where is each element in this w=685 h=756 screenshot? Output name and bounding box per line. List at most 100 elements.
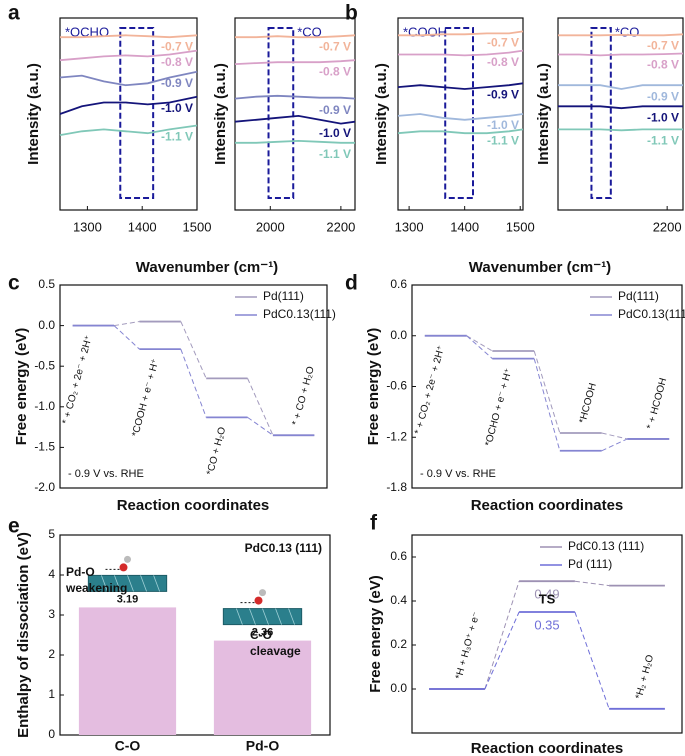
annotation: Pd-O [66, 565, 95, 579]
y-tick-label: 0.5 [38, 277, 55, 291]
legend-label: Pd(111) [263, 289, 304, 303]
slab-lattice [101, 575, 108, 592]
y-tick-label: 0.2 [390, 637, 407, 651]
bar [213, 640, 312, 735]
state-label: *COOH + e⁻ + H⁺ [130, 358, 161, 438]
series-label: -0.9 V [319, 103, 351, 117]
slab-lattice [262, 608, 269, 625]
state-label: * + CO + H₂O [290, 365, 316, 427]
series-label: -0.7 V [487, 36, 519, 50]
highlight-label: *COOH [403, 24, 447, 39]
plot-frame [234, 17, 356, 211]
connector [484, 611, 520, 690]
x-tick-label: 1300 [395, 219, 424, 234]
connector [247, 378, 274, 436]
state-label: *CO + H₂O [205, 426, 228, 477]
x-axis-label: Wavenumber (cm⁻¹) [136, 259, 278, 276]
spectrum-line [59, 95, 198, 115]
y-tick-label: -1.8 [386, 480, 407, 494]
y-tick-label: 0.6 [390, 277, 407, 291]
connector [247, 416, 274, 436]
x-tick-label: 2000 [256, 219, 285, 234]
series-label: -1.0 V [319, 126, 351, 140]
annotation: - 0.9 V vs. RHE [420, 468, 496, 480]
spectrum-line [558, 128, 683, 132]
x-tick-label: 1400 [128, 219, 157, 234]
annotation: PdC0.13 (111) [245, 541, 322, 555]
y-tick-label: -0.5 [34, 358, 55, 372]
series-label: -0.8 V [647, 58, 679, 72]
series-label: -1.0 V [647, 110, 679, 124]
value-label: 0.49 [534, 587, 559, 602]
y-tick-label: 4 [48, 567, 55, 581]
spectrum-line [59, 70, 198, 87]
y-axis-label: Free energy (eV) [365, 328, 382, 446]
panel-letter: d [345, 272, 358, 295]
plot-frame [59, 284, 328, 489]
y-axis-label: Intensity (a.u.) [25, 63, 42, 165]
connector [466, 335, 493, 359]
series-label: -0.9 V [647, 89, 679, 103]
spectrum-line [234, 59, 356, 65]
legend-label: Pd (111) [568, 557, 612, 571]
connector [180, 321, 207, 379]
spectrum-line [234, 114, 356, 125]
connector [484, 581, 520, 690]
x-tick-label: C-O [115, 738, 141, 754]
spectrum-line [558, 105, 683, 110]
panel-letter: a [8, 2, 20, 25]
series-label: -1.1 V [487, 134, 519, 148]
highlight-label: *CO [615, 24, 640, 39]
slab-lattice [114, 575, 121, 592]
y-axis-label: Free energy (eV) [13, 328, 30, 446]
state-label: *H + H₃O⁺ + e⁻ [454, 611, 483, 681]
x-tick-label: 1500 [506, 219, 535, 234]
spectrum-line [558, 84, 683, 90]
plot-frame [411, 534, 683, 734]
annotation: weakening [65, 581, 127, 595]
connector [180, 348, 207, 418]
x-axis-label: Reaction coordinates [471, 497, 624, 514]
spectrum-line [235, 139, 355, 144]
series-label: -0.7 V [319, 39, 351, 53]
spectrum-line [60, 34, 198, 39]
legend-label: PdC0.13(111) [263, 307, 336, 321]
state-label: * + CO₂ + 2e⁻ + 2H⁺ [413, 344, 447, 435]
spectrum-line [398, 49, 524, 57]
bar [78, 607, 177, 735]
y-tick-label: -2.0 [34, 480, 55, 494]
series-label: -0.8 V [319, 64, 351, 78]
x-tick-label: 1300 [73, 219, 102, 234]
state-label: *H₂ + H₂O [634, 653, 656, 700]
series-label: -0.8 V [161, 55, 193, 69]
panel-letter: c [8, 272, 20, 295]
y-tick-label: 0.0 [38, 318, 55, 332]
connector [113, 321, 140, 327]
slab-lattice [153, 575, 160, 592]
series-label: -1.0 V [161, 101, 193, 115]
spectrum-line [398, 30, 524, 37]
y-axis-label: Intensity (a.u.) [212, 63, 229, 165]
value-label: 3.19 [117, 593, 138, 605]
slab-lattice [127, 575, 134, 592]
y-axis-label: Intensity (a.u.) [535, 63, 552, 165]
state-label: *HCOOH [578, 382, 599, 425]
highlight-box [267, 27, 295, 199]
y-tick-label: -1.5 [34, 440, 55, 454]
y-tick-label: 3 [48, 607, 55, 621]
panel-letter: e [8, 515, 20, 538]
y-tick-label: 0.0 [390, 681, 407, 695]
y-tick-label: 0.0 [390, 328, 407, 342]
spectrum-line [558, 52, 684, 57]
legend-label: PdC0.13 (111) [568, 539, 644, 553]
x-tick-label: 2200 [326, 219, 355, 234]
connector [466, 335, 493, 352]
x-tick-label: 1400 [450, 219, 479, 234]
panel-letter: f [370, 512, 378, 535]
panel-letter: b [345, 2, 358, 25]
atom-icon [254, 596, 263, 605]
series-label: -0.9 V [161, 76, 193, 90]
spectrum-line [397, 128, 524, 135]
